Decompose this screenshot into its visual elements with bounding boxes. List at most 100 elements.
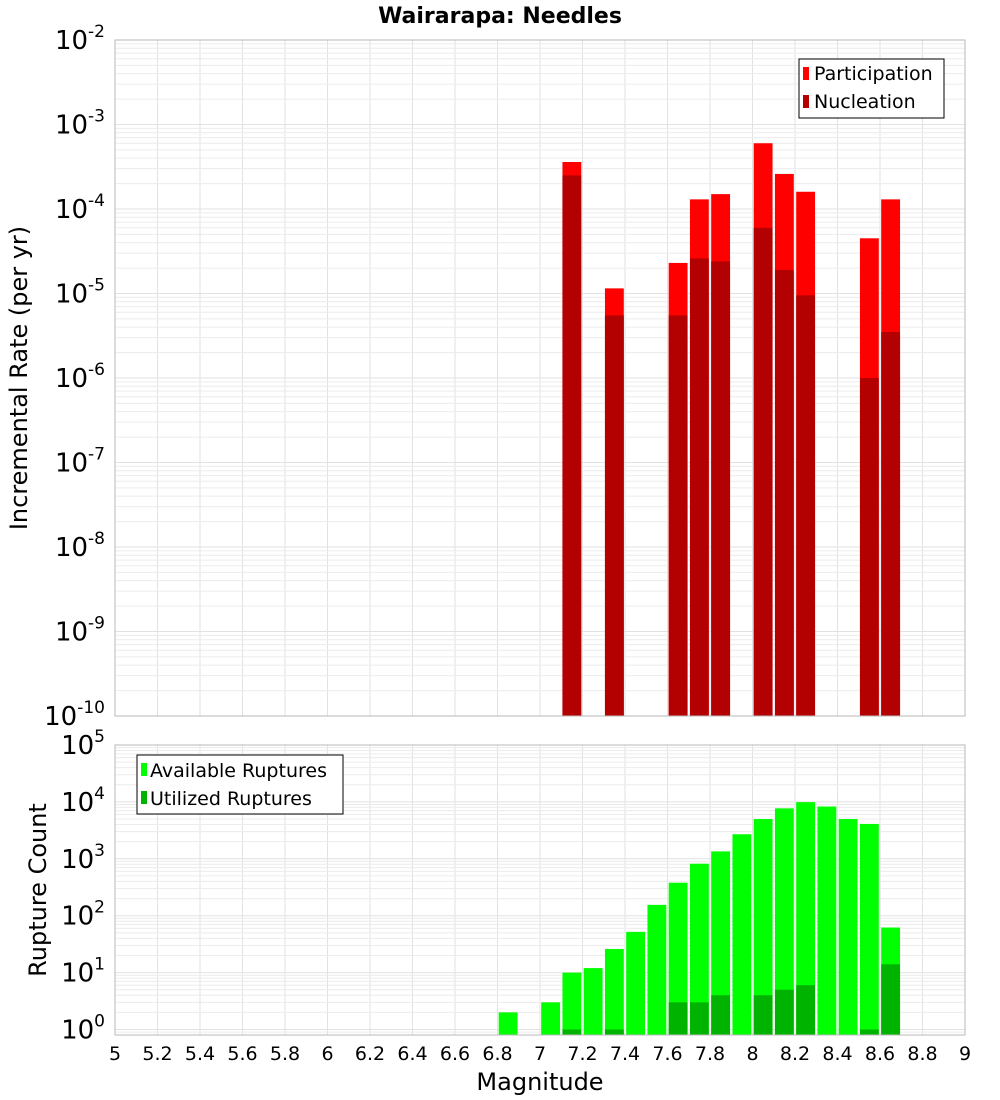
rate-y-tick-label: 10-6 bbox=[55, 360, 105, 394]
nucleation-legend-label: Nucleation bbox=[814, 91, 916, 113]
rate-y-tick-label: 10-5 bbox=[55, 276, 105, 310]
available-ruptures-bar bbox=[859, 823, 879, 1035]
count-bars bbox=[498, 802, 901, 1035]
nucleation-bar bbox=[668, 315, 688, 716]
rate-legend: Participation Nucleation bbox=[798, 58, 945, 119]
nucleation-bar bbox=[881, 332, 901, 716]
x-tick-label: 6 bbox=[321, 1043, 333, 1065]
nucleation-bar bbox=[753, 227, 773, 716]
x-tick-label: 8.6 bbox=[865, 1043, 895, 1065]
available-ruptures-bar bbox=[753, 819, 773, 1035]
utilized-ruptures-bar bbox=[562, 1029, 582, 1035]
available-ruptures-bar bbox=[732, 834, 752, 1035]
participation-swatch bbox=[803, 67, 809, 80]
x-tick-label: 5.2 bbox=[142, 1043, 172, 1065]
utilized-swatch bbox=[141, 791, 147, 804]
nucleation-bar bbox=[689, 258, 709, 716]
utilized-ruptures-bar bbox=[774, 989, 794, 1035]
count-plot-frame bbox=[114, 744, 966, 1036]
available-ruptures-bar bbox=[541, 1002, 561, 1035]
utilized-ruptures-bar bbox=[668, 1002, 688, 1035]
x-tick-label: 6.2 bbox=[355, 1043, 385, 1065]
x-tick-label: 7.2 bbox=[567, 1043, 597, 1065]
available-ruptures-bar bbox=[689, 863, 709, 1035]
rate-y-ticks: 10-10 10-9 10-8 10-7 10-6 10-5 10-4 10-3 10-2 bbox=[44, 22, 105, 732]
available-ruptures-bar bbox=[498, 1012, 518, 1035]
count-y-tick-label: 104 bbox=[61, 784, 105, 818]
available-ruptures-bar bbox=[562, 972, 582, 1035]
rate-y-tick-label: 10-3 bbox=[55, 107, 105, 141]
utilized-ruptures-bar bbox=[881, 964, 901, 1035]
x-tick-label: 7.6 bbox=[652, 1043, 682, 1065]
rate-grid bbox=[115, 40, 965, 717]
count-y-tick-label: 105 bbox=[61, 727, 105, 761]
participation-legend-label: Participation bbox=[814, 63, 933, 85]
rate-legend-box bbox=[798, 58, 945, 119]
x-tick-label: 5 bbox=[109, 1043, 121, 1065]
x-tick-label: 7.4 bbox=[610, 1043, 640, 1065]
rate-y-tick-label: 10-9 bbox=[55, 614, 105, 648]
chart-title: Wairarapa: Needles bbox=[378, 4, 622, 29]
x-tick-label: 5.4 bbox=[185, 1043, 215, 1065]
available-legend-label: Available Ruptures bbox=[150, 760, 327, 782]
available-ruptures-bar bbox=[583, 968, 603, 1035]
rate-y-tick-label: 10-10 bbox=[44, 698, 105, 732]
count-y-tick-label: 102 bbox=[61, 898, 105, 932]
x-tick-label: 9 bbox=[959, 1043, 971, 1065]
count-y-axis-title: Rupture Count bbox=[24, 803, 52, 977]
x-tick-label: 6.8 bbox=[482, 1043, 512, 1065]
available-ruptures-bar bbox=[711, 851, 731, 1035]
count-y-ticks: 100 101 102 103 104 105 bbox=[61, 727, 105, 1045]
utilized-legend-label: Utilized Ruptures bbox=[150, 788, 312, 810]
count-y-tick-label: 100 bbox=[61, 1011, 105, 1045]
available-swatch bbox=[141, 763, 147, 776]
x-tick-label: 5.6 bbox=[227, 1043, 257, 1065]
utilized-ruptures-bar bbox=[689, 1002, 709, 1035]
available-ruptures-bar bbox=[604, 948, 624, 1035]
available-ruptures-bar bbox=[626, 931, 646, 1035]
rate-bars bbox=[562, 143, 901, 717]
x-tick-label: 8.2 bbox=[780, 1043, 810, 1065]
nucleation-bar bbox=[562, 175, 582, 716]
nucleation-bar bbox=[859, 378, 879, 716]
rate-y-tick-label: 10-7 bbox=[55, 445, 105, 479]
rate-y-tick-label: 10-2 bbox=[55, 22, 105, 56]
rate-plot-frame bbox=[114, 39, 966, 717]
nucleation-bar bbox=[604, 315, 624, 716]
utilized-ruptures-bar bbox=[796, 985, 816, 1035]
x-tick-label: 6.6 bbox=[440, 1043, 470, 1065]
utilized-ruptures-bar bbox=[711, 995, 731, 1035]
x-tick-label: 6.4 bbox=[397, 1043, 427, 1065]
x-tick-label: 7.8 bbox=[695, 1043, 725, 1065]
available-ruptures-bar bbox=[647, 904, 667, 1035]
available-ruptures-bar bbox=[817, 806, 837, 1035]
available-ruptures-bar bbox=[668, 882, 688, 1035]
count-x-ticks: 5 5.2 5.4 5.6 5.8 6 6.2 6.4 6.6 6.8 7 7.2 7.4 7.6 7.8 8… bbox=[109, 1043, 971, 1065]
available-ruptures-bar bbox=[838, 819, 858, 1035]
x-tick-label: 5.8 bbox=[270, 1043, 300, 1065]
nucleation-bar bbox=[796, 295, 816, 716]
count-plot: 100 101 102 103 104 105 5 5.2 5.4 5.6 5.8 6 6.2 6.4 6… bbox=[24, 727, 971, 1096]
x-tick-label: 8.8 bbox=[907, 1043, 937, 1065]
rate-y-tick-label: 10-4 bbox=[55, 191, 105, 225]
rate-y-tick-label: 10-8 bbox=[55, 529, 105, 563]
rate-y-axis-title: Incremental Rate (per yr) bbox=[5, 226, 33, 530]
utilized-ruptures-bar bbox=[604, 1029, 624, 1035]
count-y-tick-label: 101 bbox=[61, 955, 105, 989]
utilized-ruptures-bar bbox=[859, 1029, 879, 1035]
count-legend: Available Ruptures Utilized Ruptures bbox=[136, 754, 344, 815]
x-axis-title: Magnitude bbox=[476, 1068, 603, 1096]
x-tick-label: 8.4 bbox=[822, 1043, 852, 1065]
x-tick-label: 8 bbox=[746, 1043, 758, 1065]
utilized-ruptures-bar bbox=[753, 995, 773, 1035]
nucleation-bar bbox=[711, 261, 731, 716]
rate-plot: 10-10 10-9 10-8 10-7 10-6 10-5 10-4 10-3 10-2 In… bbox=[5, 22, 966, 732]
count-legend-box bbox=[136, 754, 344, 815]
nucleation-swatch bbox=[803, 95, 809, 108]
count-y-tick-label: 103 bbox=[61, 841, 105, 875]
available-ruptures-bar bbox=[774, 808, 794, 1035]
available-ruptures-bar bbox=[796, 802, 816, 1035]
nucleation-bar bbox=[774, 269, 794, 716]
x-tick-label: 7 bbox=[534, 1043, 546, 1065]
